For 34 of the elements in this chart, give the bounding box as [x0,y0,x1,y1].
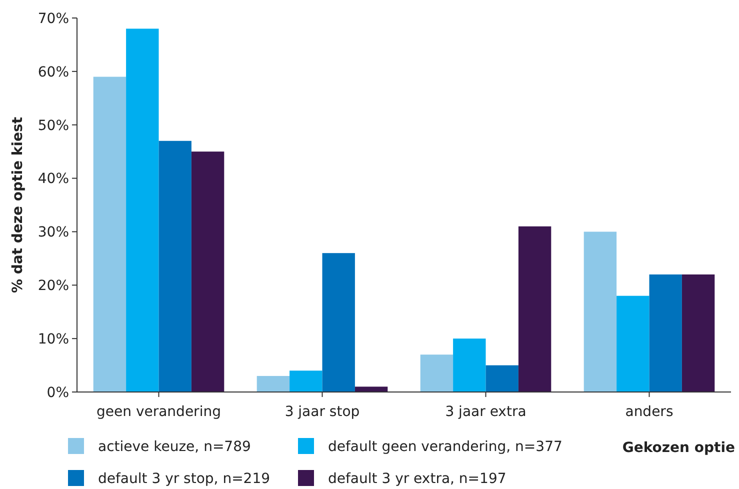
y-tick-label: 40% [38,171,69,188]
bar [682,274,715,392]
bar [256,376,290,392]
bar [322,253,355,392]
bar [584,232,617,392]
bar [518,226,552,392]
bar [616,296,650,392]
legend-label: default 3 yr stop, n=219 [98,471,270,487]
bar [126,28,159,392]
x-axis-title: Gekozen optie [622,440,735,456]
bar [290,370,322,392]
bar [420,354,454,392]
legend-label: actieve keuze, n=789 [98,439,251,455]
y-axis-title: % dat deze optie kiest [10,116,26,294]
bar [191,152,224,392]
x-tick-label: 3 jaar stop [284,404,360,420]
x-tick-label: anders [625,404,674,420]
bar [354,386,388,392]
y-tick-label: 70% [38,10,69,27]
y-tick-label: 30% [38,224,69,241]
y-tick-label: 20% [38,278,69,294]
y-tick-label: 0% [46,384,69,401]
bar [453,338,486,392]
bar [158,140,192,392]
bar [649,274,682,392]
bar [93,76,126,392]
y-tick-label: 60% [38,64,69,80]
legend-label: default geen verandering, n=377 [328,439,562,455]
bar [486,365,518,392]
y-tick-label: 10% [38,331,69,348]
y-tick-label: 50% [38,118,69,134]
legend-label: default 3 yr extra, n=197 [328,471,506,487]
x-tick-label: geen verandering [96,404,221,420]
x-tick-label: 3 jaar extra [445,404,526,420]
